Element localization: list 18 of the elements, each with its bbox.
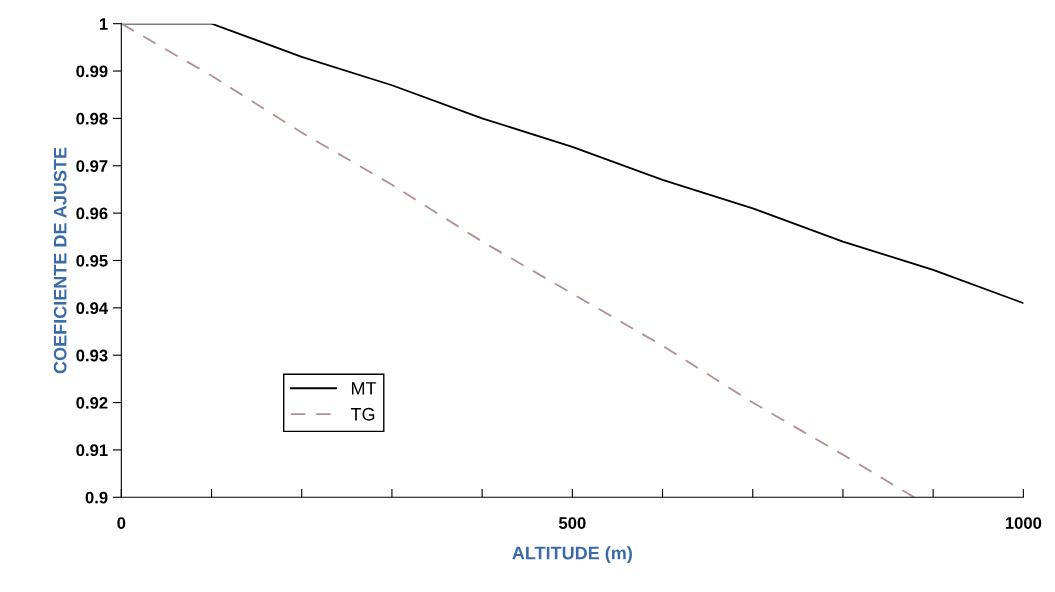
y-tick-label: 0.96 bbox=[76, 207, 108, 220]
y-tick-label: 0.97 bbox=[76, 160, 108, 172]
y-tick-label: 0.9 bbox=[85, 491, 108, 504]
y-axis-title: COEFICIENTE DE AJUSTE bbox=[53, 147, 67, 374]
y-tick-label: 1 bbox=[99, 18, 108, 30]
y-tick-label: 0.92 bbox=[76, 396, 108, 409]
y-tick-label: 0.99 bbox=[76, 65, 108, 78]
y-tick-label: 0.98 bbox=[76, 112, 108, 125]
x-tick-label: 1000 bbox=[1005, 517, 1042, 529]
y-tick-label: 0.93 bbox=[76, 349, 108, 362]
legend-label: TG bbox=[350, 407, 375, 421]
y-tick-label: 0.91 bbox=[76, 444, 108, 457]
x-axis-title: ALTITUDE (m) bbox=[512, 546, 632, 563]
y-tick-label: 0.94 bbox=[76, 302, 109, 315]
x-tick-label: 0 bbox=[117, 517, 126, 529]
y-tick-label: 0.95 bbox=[76, 254, 108, 267]
x-tick-label: 500 bbox=[558, 517, 586, 529]
legend-label: MT bbox=[351, 382, 377, 395]
